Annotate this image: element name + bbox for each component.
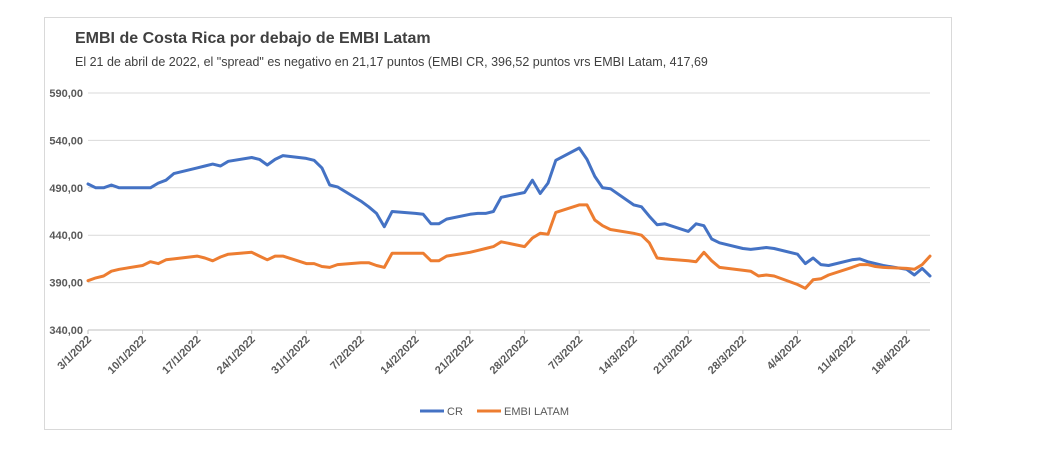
x-tick-label: 3/1/2022 [55, 334, 94, 373]
chart-frame: 340,00 390,00 440,00 490,00 540,00 590,00 3/1… [44, 17, 952, 430]
x-tick-label: 14/2/2022 [378, 334, 421, 377]
series-line-embi-latam [86, 203, 932, 290]
x-tick-label: 18/4/2022 [870, 334, 913, 377]
x-tick-label: 4/4/2022 [765, 334, 804, 373]
x-tick-label: 7/2/2022 [328, 334, 367, 373]
x-tick-label: 31/1/2022 [269, 334, 312, 377]
x-tick-label: 21/3/2022 [651, 334, 694, 377]
series-line-cr [86, 146, 932, 278]
y-tick-label: 440,00 [49, 230, 83, 242]
x-tick-label: 14/3/2022 [597, 334, 640, 377]
chart-svg: 340,00 390,00 440,00 490,00 540,00 590,00 3/1… [49, 88, 932, 418]
x-tick-label: 21/2/2022 [433, 334, 476, 377]
x-tick-label: 10/1/2022 [106, 334, 149, 377]
x-axis-ticks: 3/1/2022 10/1/2022 17/1/2022 24/1/2022 31/1/… [55, 334, 912, 377]
x-tick-label: 28/2/2022 [488, 334, 531, 377]
x-tick-label: 28/3/2022 [706, 334, 749, 377]
x-tick-label: 11/4/2022 [815, 334, 858, 377]
y-axis-ticks: 340,00 390,00 440,00 490,00 540,00 590,00 [49, 88, 83, 337]
y-tick-label: 390,00 [49, 278, 83, 290]
y-tick-label: 540,00 [49, 135, 83, 147]
y-tick-label: 340,00 [49, 325, 83, 337]
legend-label-cr: CR [447, 406, 463, 418]
x-tick-label: 24/1/2022 [215, 334, 258, 377]
y-tick-label: 590,00 [49, 88, 83, 100]
legend: CR EMBI LATAM [420, 406, 569, 418]
chart-subtitle: El 21 de abril de 2022, el "spread" es n… [75, 55, 708, 69]
legend-label-embi-latam: EMBI LATAM [504, 406, 569, 418]
series-lines [86, 146, 932, 290]
gridlines [87, 92, 930, 334]
y-tick-label: 490,00 [49, 183, 83, 195]
x-tick-label: 7/3/2022 [547, 334, 586, 373]
chart-title: EMBI de Costa Rica por debajo de EMBI La… [75, 30, 431, 47]
x-tick-label: 17/1/2022 [160, 334, 203, 377]
